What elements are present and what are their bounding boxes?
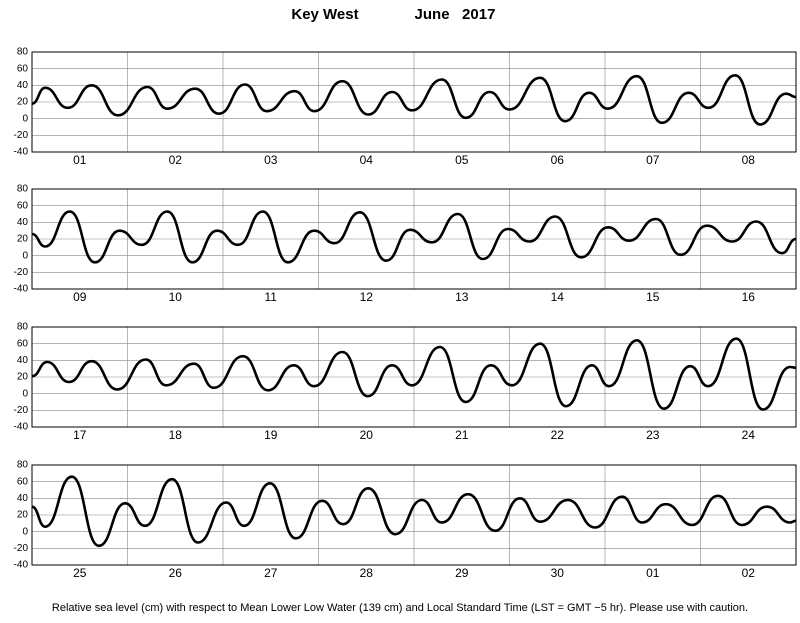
y-tick-label: 40 xyxy=(17,355,29,366)
x-tick-label: 16 xyxy=(742,290,756,304)
tide-line xyxy=(31,475,797,548)
y-tick-label: 60 xyxy=(17,476,29,487)
x-tick-label: 05 xyxy=(455,153,469,167)
x-tick-label: 03 xyxy=(264,153,278,167)
y-tick-label: -20 xyxy=(14,405,29,416)
y-tick-label: -20 xyxy=(14,267,29,278)
y-tick-label: 80 xyxy=(17,460,29,471)
x-tick-label: 02 xyxy=(742,566,756,580)
y-tick-label: 20 xyxy=(17,510,29,521)
x-tick-label: 19 xyxy=(264,428,278,442)
x-tick-label: 25 xyxy=(73,566,87,580)
x-tick-label: 13 xyxy=(455,290,469,304)
x-tick-label: 08 xyxy=(742,153,756,167)
y-tick-label: 80 xyxy=(17,184,29,195)
x-tick-label: 27 xyxy=(264,566,278,580)
x-tick-label: 21 xyxy=(455,428,469,442)
y-tick-label: -40 xyxy=(14,560,29,571)
y-tick-label: 0 xyxy=(22,388,28,399)
chart-title: Key West xyxy=(291,6,358,23)
x-tick-label: 07 xyxy=(646,153,660,167)
x-tick-label: 09 xyxy=(73,290,87,304)
x-tick-label: 18 xyxy=(169,428,183,442)
y-tick-label: 40 xyxy=(17,80,29,91)
y-tick-label: 20 xyxy=(17,372,29,383)
y-tick-label: -40 xyxy=(14,147,29,158)
x-tick-label: 15 xyxy=(646,290,660,304)
x-tick-label: 06 xyxy=(551,153,565,167)
x-tick-label: 10 xyxy=(169,290,183,304)
y-tick-label: 80 xyxy=(17,322,29,333)
caption: Relative sea level (cm) with respect to … xyxy=(52,602,748,614)
x-tick-label: 01 xyxy=(646,566,660,580)
chart-period: June 2017 xyxy=(415,6,496,23)
x-tick-label: 26 xyxy=(169,566,183,580)
y-tick-label: 60 xyxy=(17,63,29,74)
x-tick-label: 02 xyxy=(169,153,183,167)
x-tick-label: 24 xyxy=(742,428,756,442)
y-tick-label: 0 xyxy=(22,250,28,261)
y-tick-label: -40 xyxy=(14,422,29,433)
x-tick-label: 01 xyxy=(73,153,87,167)
x-tick-label: 11 xyxy=(265,290,278,304)
x-tick-label: 23 xyxy=(646,428,660,442)
tide-line xyxy=(31,74,797,126)
x-tick-label: 12 xyxy=(360,290,374,304)
plot-frame xyxy=(31,51,797,153)
x-tick-label: 14 xyxy=(551,290,565,304)
x-tick-label: 17 xyxy=(73,428,87,442)
y-tick-label: -40 xyxy=(14,284,29,295)
y-tick-label: 20 xyxy=(17,234,29,245)
y-tick-label: 0 xyxy=(22,113,28,124)
y-tick-label: 40 xyxy=(17,217,29,228)
y-tick-label: 40 xyxy=(17,493,29,504)
y-tick-label: 80 xyxy=(17,47,29,58)
tide-line xyxy=(31,337,797,411)
y-tick-label: 0 xyxy=(22,526,28,537)
x-tick-label: 30 xyxy=(551,566,565,580)
y-tick-label: 60 xyxy=(17,200,29,211)
x-tick-label: 04 xyxy=(360,153,374,167)
y-tick-label: -20 xyxy=(14,130,29,141)
y-tick-label: 60 xyxy=(17,338,29,349)
y-tick-label: -20 xyxy=(14,543,29,554)
plot-frame xyxy=(31,464,797,566)
y-tick-label: 20 xyxy=(17,97,29,108)
tide-line xyxy=(31,210,797,264)
x-tick-label: 29 xyxy=(455,566,469,580)
x-tick-label: 28 xyxy=(360,566,374,580)
x-tick-label: 22 xyxy=(551,428,565,442)
x-tick-label: 20 xyxy=(360,428,374,442)
